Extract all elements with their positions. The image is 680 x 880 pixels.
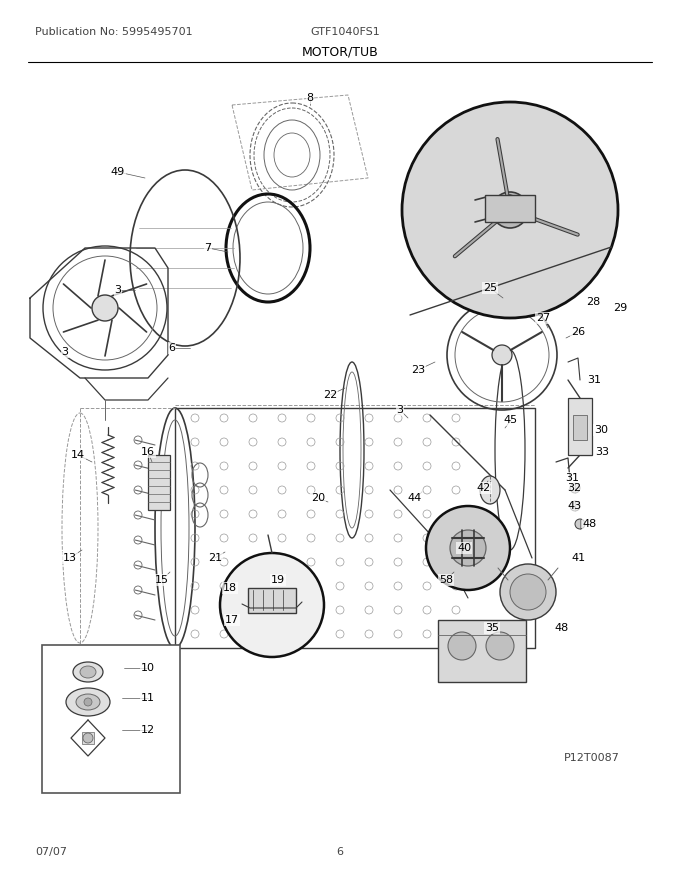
Text: 43: 43 — [567, 501, 581, 511]
Text: 25: 25 — [483, 283, 497, 293]
Text: 6: 6 — [169, 343, 175, 353]
Bar — [148, 455, 170, 510]
Text: 31: 31 — [587, 375, 601, 385]
Circle shape — [492, 192, 528, 228]
Text: 11: 11 — [141, 693, 155, 703]
Text: Publication No: 5995495701: Publication No: 5995495701 — [35, 27, 192, 37]
Text: 20: 20 — [311, 493, 325, 503]
Circle shape — [220, 553, 324, 657]
Bar — [438, 620, 526, 682]
Text: 32: 32 — [567, 483, 581, 493]
Text: 10: 10 — [141, 663, 155, 673]
Ellipse shape — [510, 574, 546, 610]
Text: 17: 17 — [225, 615, 239, 625]
Ellipse shape — [66, 688, 110, 716]
Text: 14: 14 — [71, 450, 85, 460]
Text: 44: 44 — [408, 493, 422, 503]
Bar — [82, 732, 94, 744]
Ellipse shape — [76, 694, 100, 710]
Text: 8: 8 — [307, 93, 313, 103]
Text: 35: 35 — [485, 623, 499, 633]
Circle shape — [570, 483, 580, 493]
Text: 23: 23 — [411, 365, 425, 375]
Text: 29: 29 — [613, 303, 627, 313]
Ellipse shape — [73, 662, 103, 682]
Circle shape — [492, 345, 512, 365]
Ellipse shape — [480, 476, 500, 504]
Ellipse shape — [500, 564, 556, 620]
Text: MOTOR/TUB: MOTOR/TUB — [302, 46, 378, 58]
Text: 6: 6 — [337, 847, 343, 857]
Text: 45: 45 — [504, 415, 518, 425]
Text: 26: 26 — [571, 327, 585, 337]
Text: 48: 48 — [583, 519, 597, 529]
Text: 15: 15 — [155, 575, 169, 585]
Text: 3: 3 — [396, 405, 403, 415]
Text: 3: 3 — [61, 347, 69, 357]
Text: 33: 33 — [595, 447, 609, 457]
Text: 49: 49 — [111, 167, 125, 177]
Text: 12: 12 — [141, 725, 155, 735]
Circle shape — [575, 519, 585, 529]
Text: 7: 7 — [205, 243, 211, 253]
Text: 16: 16 — [141, 447, 155, 457]
Circle shape — [570, 501, 580, 511]
Circle shape — [486, 632, 514, 660]
Text: 27: 27 — [536, 313, 550, 323]
Text: 3: 3 — [114, 285, 122, 295]
Bar — [248, 588, 296, 613]
Text: 48: 48 — [555, 623, 569, 633]
Circle shape — [84, 698, 92, 706]
Text: 21: 21 — [208, 553, 222, 563]
Text: 58: 58 — [439, 575, 453, 585]
Text: 18: 18 — [223, 583, 237, 593]
Circle shape — [426, 506, 510, 590]
Text: 22: 22 — [323, 390, 337, 400]
Text: 07/07: 07/07 — [35, 847, 67, 857]
Bar — [42, 645, 180, 793]
Text: P12T0087: P12T0087 — [564, 753, 620, 763]
Text: 30: 30 — [594, 425, 608, 435]
Ellipse shape — [80, 666, 96, 678]
Circle shape — [92, 295, 118, 321]
Bar — [568, 398, 592, 455]
Circle shape — [83, 733, 93, 743]
Circle shape — [402, 102, 618, 318]
Text: 28: 28 — [586, 297, 600, 307]
Text: 19: 19 — [271, 575, 285, 585]
Circle shape — [448, 632, 476, 660]
Text: 31: 31 — [565, 473, 579, 483]
Text: GTF1040FS1: GTF1040FS1 — [310, 27, 379, 37]
Bar — [485, 195, 535, 222]
Text: 41: 41 — [571, 553, 585, 563]
Text: 13: 13 — [63, 553, 77, 563]
Text: 40: 40 — [457, 543, 471, 553]
Bar — [573, 415, 587, 440]
Text: 42: 42 — [477, 483, 491, 493]
Circle shape — [450, 530, 486, 566]
